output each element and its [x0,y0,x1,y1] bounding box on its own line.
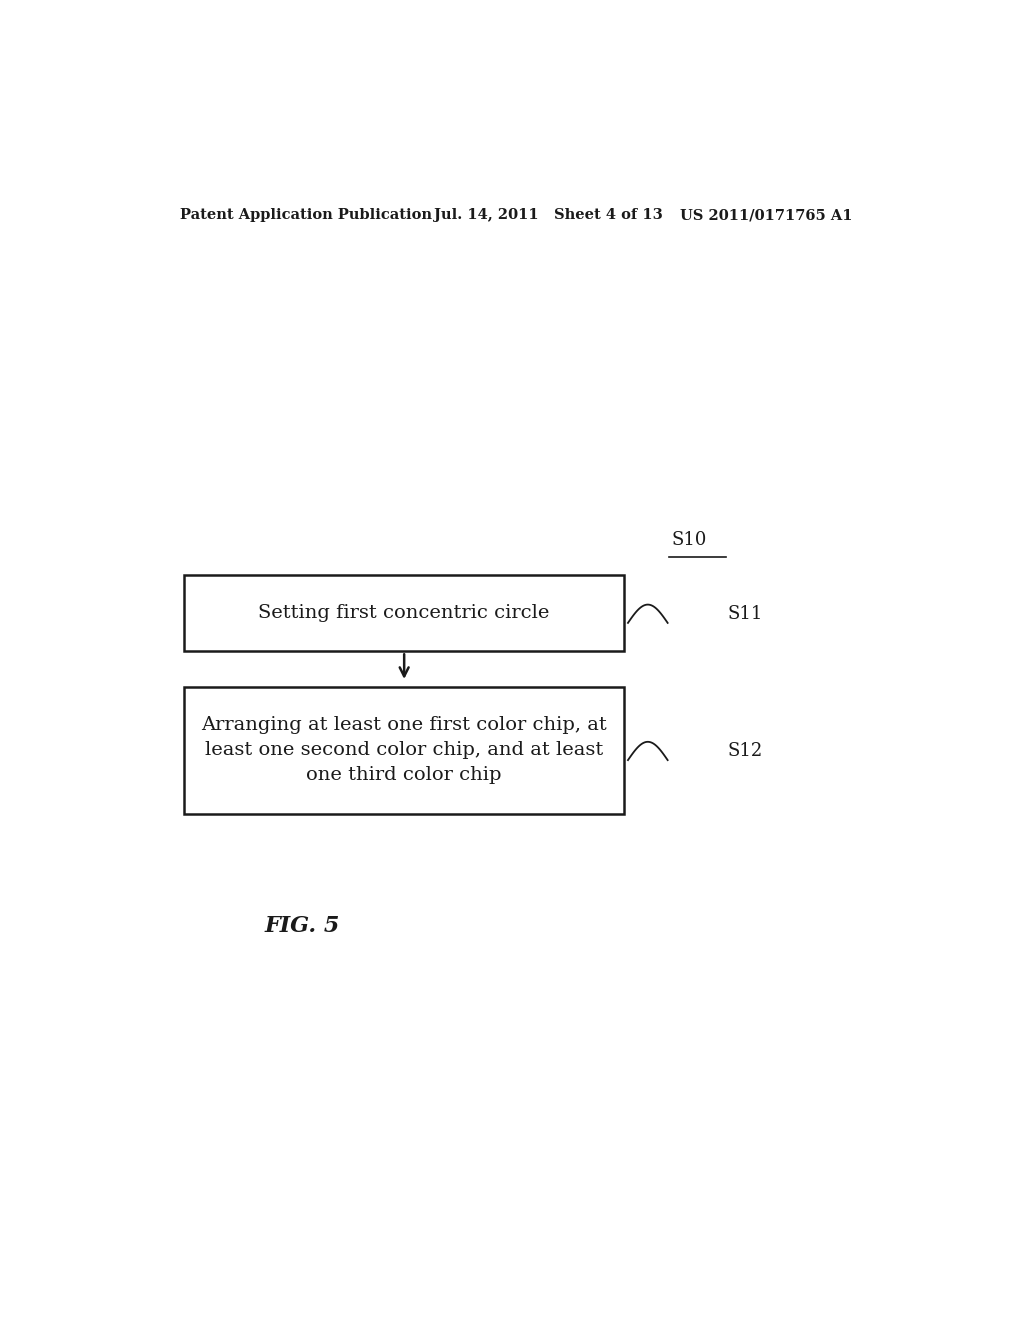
Text: Arranging at least one first color chip, at
least one second color chip, and at : Arranging at least one first color chip,… [201,717,606,784]
Text: Jul. 14, 2011   Sheet 4 of 13: Jul. 14, 2011 Sheet 4 of 13 [433,209,663,222]
Text: S10: S10 [672,531,707,549]
Bar [183,686,624,814]
Text: FIG. 5: FIG. 5 [265,915,340,937]
Text: S11: S11 [727,605,763,623]
Text: S12: S12 [727,742,763,760]
Text: Setting first concentric circle: Setting first concentric circle [258,605,550,622]
Bar [183,576,624,651]
Text: Patent Application Publication: Patent Application Publication [179,209,431,222]
Text: US 2011/0171765 A1: US 2011/0171765 A1 [680,209,852,222]
